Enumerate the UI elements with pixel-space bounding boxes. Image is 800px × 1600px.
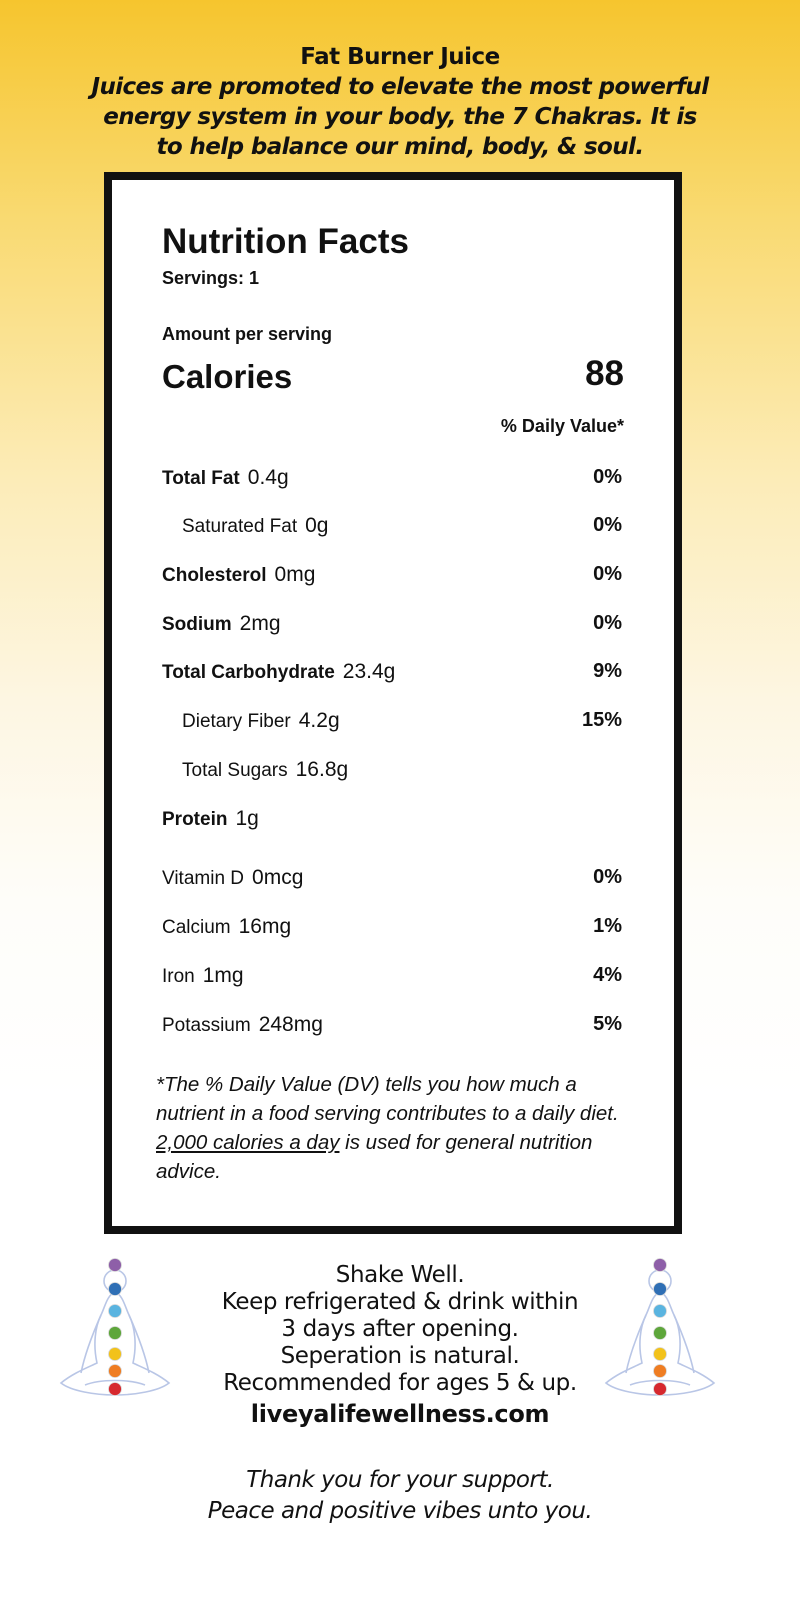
care-line-shake: Shake Well. [335,1262,465,1288]
nutrient-name: Dietary Fiber [182,711,291,732]
nutrient-name: Saturated Fat [182,516,298,537]
nutrient-row-potassium: Potassium 248mg 5% [162,1013,622,1043]
nutrient-amount: 248mg [258,1013,323,1036]
chakra-dot-icon [108,1347,122,1361]
nutrient-name: Vitamin D [162,868,245,889]
nutrient-name: Iron [162,966,195,987]
amount-per-serving: Amount per serving [162,324,333,344]
care-line-ages: Recommended for ages 5 & up. [223,1370,577,1396]
nutrient-amount: 16.8g [295,758,349,781]
thank-you-message: Thank you for your support. Peace and po… [0,1465,800,1527]
chakra-dot-icon [108,1364,122,1378]
nutrient-row-vitamin-d: Vitamin D 0mcg 0% [162,866,622,896]
chakra-dot-icon [653,1282,667,1296]
nutrient-amount: 0mg [274,563,316,586]
nutrient-row-total-fat: Total Fat 0.4g 0% [162,466,622,496]
nutrition-facts-panel: Nutrition Facts Servings: 1 Amount per s… [104,172,682,1234]
nutrient-amount: 0.4g [247,466,289,489]
product-description: Juices are promoted to elevate the most … [91,74,709,160]
nutrient-dv: 0% [593,563,622,585]
nutrient-amount: 1g [235,807,259,830]
chakra-dots [653,1258,667,1396]
nutrient-name: Sodium [162,614,232,635]
nutrient-dv: 0% [593,514,622,536]
care-line-separation: Seperation is natural. [280,1343,520,1369]
nutrient-name: Calcium [162,917,231,938]
nutrient-amount: 0g [305,514,329,537]
meditation-figure-icon [604,1258,716,1396]
nutrient-name: Protein [162,809,228,830]
chakra-dot-icon [108,1282,122,1296]
chakra-dot-icon [653,1364,667,1378]
nutrient-name: Total Carbohydrate [162,662,335,683]
nutrient-amount: 4.2g [298,709,340,732]
nutrient-row-calcium: Calcium 16mg 1% [162,915,622,945]
nutrient-amount: 1mg [202,964,244,987]
servings: Servings: 1 [162,268,260,288]
calories-value: 88 [585,354,624,393]
nutrient-name: Cholesterol [162,565,267,586]
chakra-dot-icon [653,1258,667,1272]
chakra-dot-icon [108,1326,122,1340]
product-header: Fat Burner Juice Juices are promoted to … [0,44,800,162]
nutrient-row-sodium: Sodium 2mg 0% [162,612,622,642]
nutrient-dv: 0% [593,466,622,488]
nutrient-row-cholesterol: Cholesterol 0mg 0% [162,563,622,593]
chakra-dot-icon [108,1304,122,1318]
nutrient-amount: 16mg [238,915,292,938]
thanks-line-1: Thank you for your support. [246,1467,554,1493]
care-line-days: 3 days after opening. [281,1316,519,1342]
nutrient-name: Potassium [162,1015,251,1036]
nutrient-amount: 0mcg [252,866,304,889]
nutrient-dv: 4% [593,964,622,986]
chakra-dot-icon [653,1304,667,1318]
nutrient-dv: 9% [593,660,622,682]
nutrient-row-iron: Iron 1mg 4% [162,964,622,994]
nutrient-dv: 15% [581,709,622,731]
daily-value-footnote: *The % Daily Value (DV) tells you how mu… [156,1070,626,1186]
calories-label: Calories [162,358,293,395]
footnote-text-start: *The % Daily Value (DV) tells you how mu… [156,1073,619,1125]
nutrient-amount: 2mg [239,612,281,635]
nutrient-dv: 5% [593,1013,622,1035]
nutrient-row-total-carbohydrate: Total Carbohydrate 23.4g 9% [162,660,622,690]
nutrient-row-saturated-fat: Saturated Fat 0g 0% [182,514,622,544]
care-line-refrigerate: Keep refrigerated & drink within [221,1289,579,1315]
footnote-calories-reference: 2,000 calories a day [156,1131,340,1154]
footnote-text-end: is used for general nutrition advice. [156,1131,593,1183]
chakra-dot-icon [108,1258,122,1272]
care-instructions: Shake Well. Keep refrigerated & drink wi… [150,1262,650,1428]
nutrient-amount: 23.4g [342,660,396,683]
nutrient-name: Total Fat [162,468,240,489]
daily-value-header: % Daily Value* [500,416,624,436]
nutrient-row-protein: Protein 1g [162,807,622,837]
chakra-dot-icon [108,1382,122,1396]
nutrient-dv: 0% [593,612,622,634]
chakra-dot-icon [653,1347,667,1361]
nutrient-row-total-sugars: Total Sugars 16.8g [182,758,622,788]
meditation-figure-icon [59,1258,171,1396]
chakra-dot-icon [653,1382,667,1396]
nutrient-dv: 0% [593,866,622,888]
nutrient-row-dietary-fiber: Dietary Fiber 4.2g 15% [182,709,622,739]
chakra-dots [108,1258,122,1396]
nutrient-dv: 1% [593,915,622,937]
thanks-line-2: Peace and positive vibes unto you. [207,1498,593,1524]
nutrient-name: Total Sugars [182,760,288,781]
product-title: Fat Burner Juice [300,44,500,70]
website: liveyalifewellness.com [250,1400,550,1428]
nutrition-facts-title: Nutrition Facts [162,222,409,261]
chakra-dot-icon [653,1326,667,1340]
